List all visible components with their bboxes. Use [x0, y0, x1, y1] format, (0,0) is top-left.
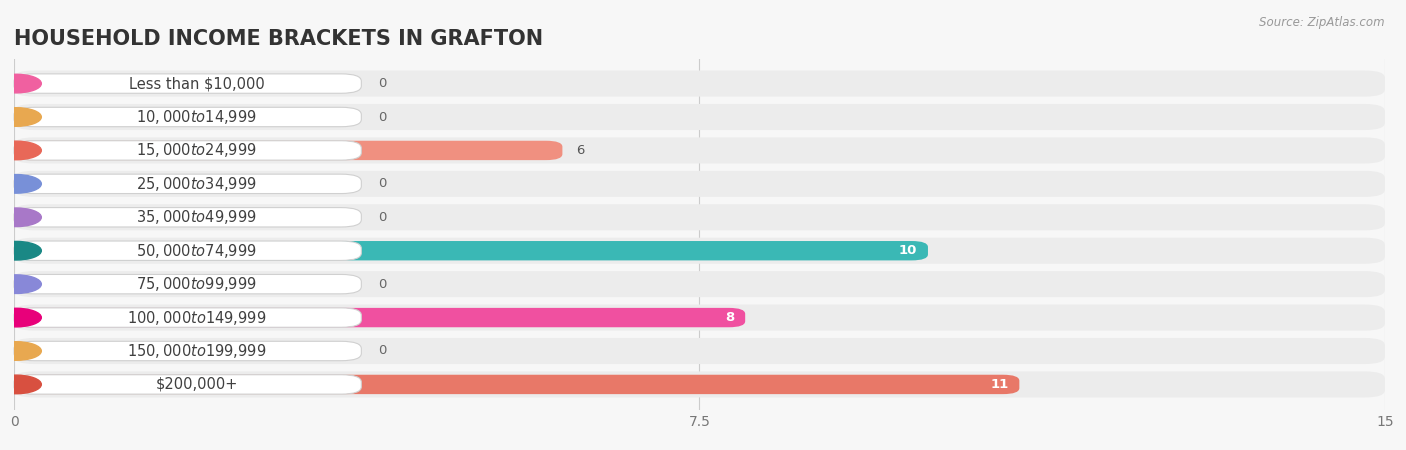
- Text: 8: 8: [725, 311, 734, 324]
- FancyBboxPatch shape: [14, 241, 928, 261]
- FancyBboxPatch shape: [14, 308, 361, 327]
- FancyBboxPatch shape: [14, 171, 1385, 197]
- FancyBboxPatch shape: [14, 238, 1385, 264]
- FancyBboxPatch shape: [14, 104, 1385, 130]
- FancyBboxPatch shape: [14, 274, 361, 294]
- FancyBboxPatch shape: [14, 375, 1019, 394]
- FancyBboxPatch shape: [14, 141, 562, 160]
- Circle shape: [0, 108, 41, 126]
- FancyBboxPatch shape: [14, 107, 361, 127]
- Text: $150,000 to $199,999: $150,000 to $199,999: [127, 342, 267, 360]
- Text: 10: 10: [898, 244, 917, 257]
- Text: $10,000 to $14,999: $10,000 to $14,999: [136, 108, 257, 126]
- Text: 0: 0: [378, 278, 387, 291]
- FancyBboxPatch shape: [14, 375, 361, 394]
- Text: $50,000 to $74,999: $50,000 to $74,999: [136, 242, 257, 260]
- Circle shape: [0, 175, 41, 193]
- Circle shape: [0, 74, 41, 93]
- Text: $100,000 to $149,999: $100,000 to $149,999: [127, 309, 267, 327]
- FancyBboxPatch shape: [14, 341, 361, 361]
- FancyBboxPatch shape: [14, 305, 1385, 331]
- FancyBboxPatch shape: [14, 141, 361, 160]
- Text: Source: ZipAtlas.com: Source: ZipAtlas.com: [1260, 16, 1385, 29]
- FancyBboxPatch shape: [14, 204, 1385, 230]
- FancyBboxPatch shape: [14, 338, 1385, 364]
- FancyBboxPatch shape: [14, 74, 361, 93]
- Text: $200,000+: $200,000+: [156, 377, 238, 392]
- FancyBboxPatch shape: [14, 241, 361, 261]
- Circle shape: [0, 241, 41, 260]
- Circle shape: [0, 342, 41, 360]
- Circle shape: [0, 275, 41, 293]
- FancyBboxPatch shape: [14, 308, 745, 327]
- FancyBboxPatch shape: [14, 271, 1385, 297]
- Circle shape: [0, 141, 41, 160]
- Text: HOUSEHOLD INCOME BRACKETS IN GRAFTON: HOUSEHOLD INCOME BRACKETS IN GRAFTON: [14, 29, 543, 49]
- Text: 11: 11: [990, 378, 1008, 391]
- Text: $15,000 to $24,999: $15,000 to $24,999: [136, 141, 257, 159]
- Text: 0: 0: [378, 177, 387, 190]
- Text: $25,000 to $34,999: $25,000 to $34,999: [136, 175, 257, 193]
- FancyBboxPatch shape: [14, 71, 1385, 97]
- Text: 0: 0: [378, 211, 387, 224]
- Text: $75,000 to $99,999: $75,000 to $99,999: [136, 275, 257, 293]
- Circle shape: [0, 375, 41, 394]
- Circle shape: [0, 208, 41, 227]
- FancyBboxPatch shape: [14, 207, 361, 227]
- Text: $35,000 to $49,999: $35,000 to $49,999: [136, 208, 257, 226]
- Text: 0: 0: [378, 77, 387, 90]
- FancyBboxPatch shape: [14, 137, 1385, 163]
- Text: 0: 0: [378, 111, 387, 123]
- FancyBboxPatch shape: [14, 174, 361, 194]
- Text: Less than $10,000: Less than $10,000: [129, 76, 264, 91]
- Text: 0: 0: [378, 345, 387, 357]
- FancyBboxPatch shape: [14, 371, 1385, 397]
- Circle shape: [0, 308, 41, 327]
- Text: 6: 6: [576, 144, 585, 157]
